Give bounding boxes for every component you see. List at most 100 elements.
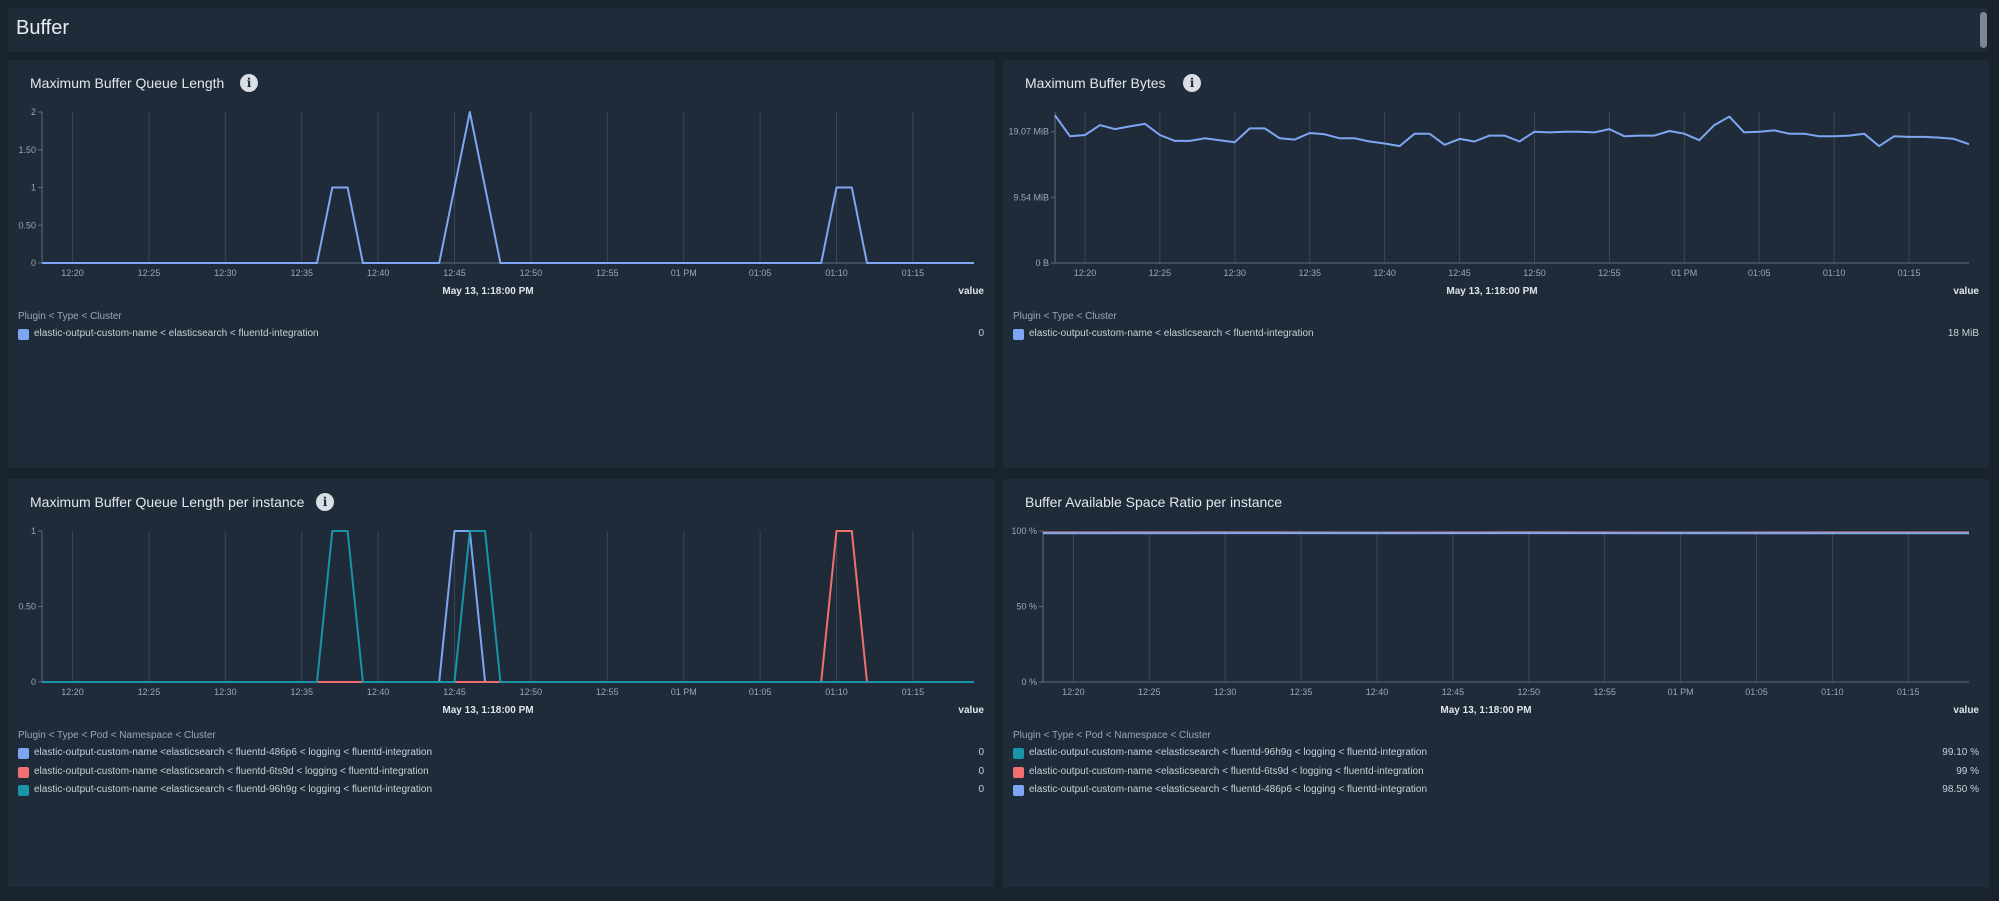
- x-tick-label: 01:10: [1821, 687, 1844, 697]
- y-tick-label: 0: [31, 677, 36, 687]
- y-tick-label: 0 %: [1021, 677, 1037, 687]
- legend-swatch: [18, 329, 29, 340]
- legend-swatch: [18, 785, 29, 796]
- legend-item[interactable]: elastic-output-custom-name <elasticsearc…: [18, 746, 984, 762]
- y-tick-label: 9.54 MiB: [1013, 192, 1049, 202]
- x-tick-label: 12:35: [1298, 268, 1321, 278]
- x-tick-label: 12:20: [1062, 687, 1085, 697]
- x-tick-label: 01:05: [1745, 687, 1768, 697]
- legend-label: elastic-output-custom-name <elasticsearc…: [34, 784, 433, 795]
- legend-item[interactable]: elastic-output-custom-name <elasticsearc…: [1013, 783, 1979, 799]
- x-tick-label: 12:40: [1366, 687, 1389, 697]
- x-tick-label: 12:30: [1224, 268, 1247, 278]
- legend-label: elastic-output-custom-name <elasticsearc…: [1029, 747, 1428, 758]
- legend-label: elastic-output-custom-name <elasticsearc…: [34, 765, 429, 777]
- legend-swatch: [1013, 785, 1024, 796]
- x-tick-label: 12:45: [443, 268, 466, 278]
- x-tick-label: 12:30: [1214, 687, 1237, 697]
- chart[interactable]: 12:20 12:25 12:30 12:35 12:40 12:45 12:50 12:55…: [1003, 479, 1989, 887]
- x-tick-label: 12:55: [1598, 268, 1621, 278]
- hover-timestamp: May 13, 1:18:00 PM: [442, 705, 533, 716]
- y-tick-label: 0: [31, 258, 36, 268]
- legend-swatch: [1013, 748, 1024, 759]
- value-header: value: [1953, 286, 1979, 297]
- y-tick-label: 0.50: [18, 220, 36, 230]
- x-tick-label: 01:10: [825, 268, 848, 278]
- x-tick-label: 12:55: [596, 687, 619, 697]
- series-line[interactable]: [42, 530, 974, 683]
- value-header: value: [958, 286, 984, 297]
- x-tick-label: 01 PM: [671, 268, 697, 278]
- x-tick-label: 01:15: [1897, 687, 1920, 697]
- section-header: Buffer: [8, 8, 1987, 52]
- y-tick-label: 19.07 MiB: [1008, 127, 1049, 137]
- x-tick-label: 12:55: [1593, 687, 1616, 697]
- legend-value: 99 %: [1956, 765, 1979, 777]
- legend-value: 0: [978, 765, 984, 777]
- x-tick-label: 12:25: [1149, 268, 1172, 278]
- x-tick-label: 01:05: [1748, 268, 1771, 278]
- x-tick-label: 01:05: [749, 687, 772, 697]
- y-tick-label: 2: [31, 107, 36, 117]
- x-tick-label: 12:55: [596, 268, 619, 278]
- x-tick-label: 12:30: [214, 268, 237, 278]
- x-tick-label: 12:30: [214, 687, 237, 697]
- x-tick-label: 12:40: [1373, 268, 1396, 278]
- y-tick-label: 1: [31, 526, 36, 536]
- value-header: value: [958, 705, 984, 716]
- panel-max-buffer-queue-length: Maximum Buffer Queue Length i 12:20 12:25…: [8, 60, 994, 468]
- panel-title: Buffer Available Space Ratio per instanc…: [1025, 494, 1283, 510]
- legend-header: Plugin < Type < Pod < Namespace < Cluste…: [18, 730, 216, 741]
- legend-swatch: [1013, 329, 1024, 340]
- legend-value: 98.50 %: [1942, 784, 1979, 795]
- series-line[interactable]: [42, 530, 974, 683]
- legend-item[interactable]: elastic-output-custom-name < elasticsear…: [1013, 327, 1979, 343]
- x-tick-label: 01:10: [1823, 268, 1846, 278]
- series-line[interactable]: [42, 111, 974, 264]
- x-tick-label: 12:25: [138, 687, 161, 697]
- legend-swatch: [1013, 766, 1024, 778]
- x-tick-label: 01:15: [1898, 268, 1921, 278]
- y-tick-label: 1: [31, 183, 36, 193]
- legend-item[interactable]: elastic-output-custom-name < elasticsear…: [18, 327, 984, 343]
- chart[interactable]: 12:20 12:25 12:30 12:35 12:40 12:45 12:50 12:55…: [8, 60, 994, 468]
- info-icon[interactable]: i: [1183, 74, 1201, 92]
- x-tick-label: 12:25: [1138, 687, 1161, 697]
- legend-label: elastic-output-custom-name < elasticsear…: [34, 328, 319, 339]
- x-tick-label: 12:20: [61, 268, 84, 278]
- info-icon[interactable]: i: [240, 74, 258, 92]
- chart[interactable]: 12:20 12:25 12:30 12:35 12:40 12:45 12:50 12:55…: [1003, 60, 1989, 468]
- x-tick-label: 12:45: [1448, 268, 1471, 278]
- legend-value: 99.10 %: [1942, 747, 1979, 758]
- legend-label: elastic-output-custom-name <elasticsearc…: [34, 747, 433, 758]
- x-tick-label: 01:05: [749, 268, 772, 278]
- legend-item[interactable]: elastic-output-custom-name <elasticsearc…: [1013, 746, 1979, 762]
- info-icon[interactable]: i: [316, 493, 334, 511]
- x-tick-label: 12:50: [1523, 268, 1546, 278]
- x-tick-label: 12:35: [290, 687, 313, 697]
- section-title: Buffer: [16, 17, 69, 39]
- legend-value: 0: [978, 328, 984, 339]
- hover-timestamp: May 13, 1:18:00 PM: [442, 286, 533, 297]
- legend-item[interactable]: elastic-output-custom-name <elasticsearc…: [18, 783, 984, 799]
- legend-value: 0: [978, 747, 984, 758]
- legend-swatch: [18, 766, 29, 778]
- panel-queue-length-per-instance: Maximum Buffer Queue Length per instance…: [8, 479, 994, 887]
- chart[interactable]: 12:20 12:25 12:30 12:35 12:40 12:45 12:50 12:55…: [8, 479, 994, 887]
- legend-item[interactable]: elastic-output-custom-name <elasticsearc…: [1013, 765, 1979, 781]
- x-tick-label: 01:10: [825, 687, 848, 697]
- legend-value: 0: [978, 784, 984, 795]
- x-tick-label: 12:25: [138, 268, 161, 278]
- x-tick-label: 01:15: [902, 687, 925, 697]
- x-tick-label: 12:45: [443, 687, 466, 697]
- scrollbar[interactable]: [1980, 12, 1987, 48]
- y-tick-label: 100 %: [1011, 526, 1037, 536]
- legend-item[interactable]: elastic-output-custom-name <elasticsearc…: [18, 765, 984, 781]
- legend-label: elastic-output-custom-name <elasticsearc…: [1029, 765, 1424, 777]
- legend-header: Plugin < Type < Pod < Namespace < Cluste…: [1013, 730, 1211, 741]
- series-line[interactable]: [1054, 114, 1970, 148]
- value-header: value: [1953, 705, 1979, 716]
- panel-available-space-ratio: Buffer Available Space Ratio per instanc…: [1003, 479, 1989, 887]
- legend-header: Plugin < Type < Cluster: [1013, 311, 1117, 322]
- x-tick-label: 12:35: [1290, 687, 1313, 697]
